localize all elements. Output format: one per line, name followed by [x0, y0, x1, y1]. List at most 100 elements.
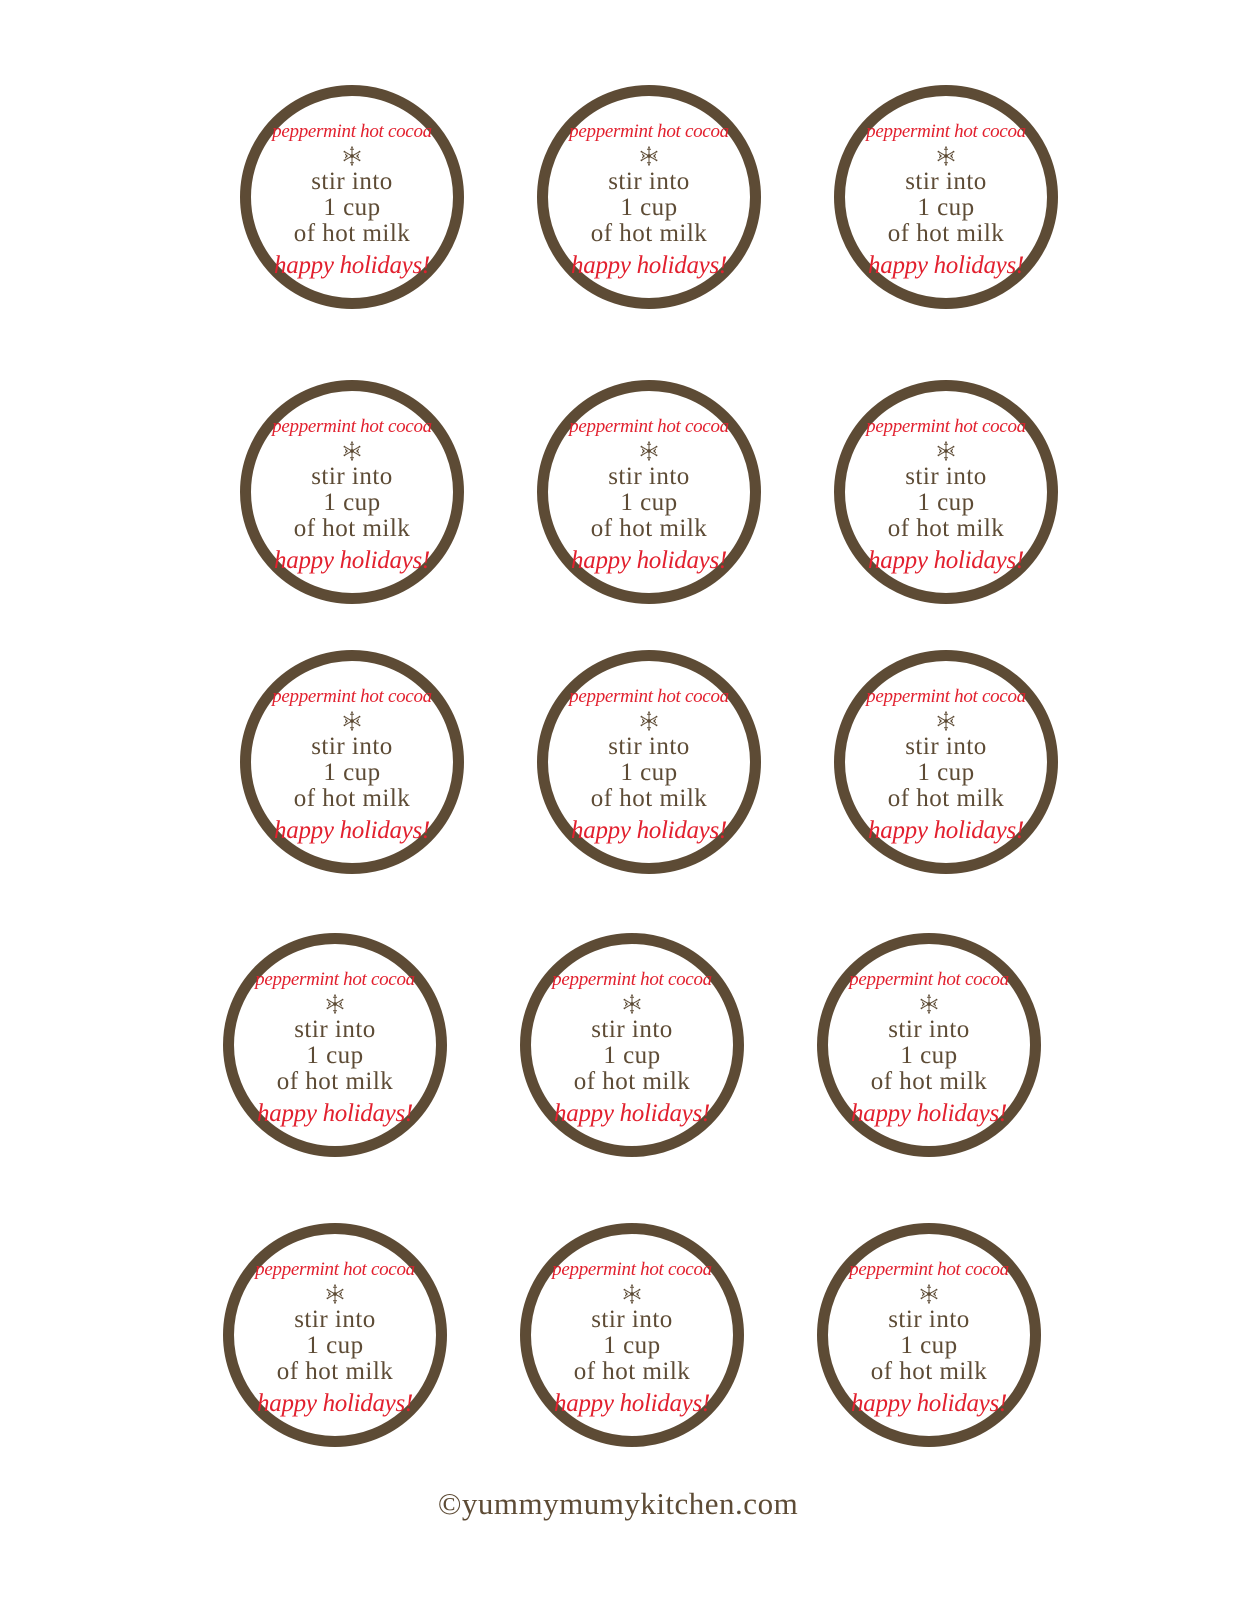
label-row-4: peppermint hot cocoa — [223, 933, 1041, 1157]
tag-title: peppermint hot cocoa — [849, 968, 1009, 990]
tag-title: peppermint hot cocoa — [866, 120, 1026, 142]
instruction-line-2: 1 cup — [323, 758, 381, 786]
instruction-line-3: of hot milk — [887, 784, 1005, 812]
instruction-line-1: stir into — [294, 1015, 376, 1043]
tag-title: peppermint hot cocoa — [255, 968, 415, 990]
tag-title: peppermint hot cocoa — [272, 120, 432, 142]
instruction-line-2: 1 cup — [323, 193, 381, 221]
instruction-line-3: of hot milk — [276, 1067, 394, 1095]
snowflake-icon — [326, 994, 344, 1014]
instruction-line-3: of hot milk — [590, 219, 708, 247]
snowflake-icon — [640, 441, 658, 461]
instruction-line-1: stir into — [888, 1015, 970, 1043]
instruction-line-3: of hot milk — [293, 784, 411, 812]
tag-greeting: happy holidays! — [257, 1389, 413, 1417]
instruction-line-2: 1 cup — [323, 488, 381, 516]
cocoa-gift-tag: peppermint hot cocoa — [223, 1223, 447, 1447]
label-row-5: peppermint hot cocoa — [223, 1223, 1041, 1447]
snowflake-icon — [920, 994, 938, 1014]
instruction-line-1: stir into — [294, 1305, 376, 1333]
tag-title: peppermint hot cocoa — [272, 415, 432, 437]
tag-greeting: happy holidays! — [851, 1099, 1007, 1127]
instruction-line-2: 1 cup — [620, 193, 678, 221]
instruction-line-1: stir into — [905, 732, 987, 760]
cocoa-gift-tag: peppermint hot cocoa — [834, 85, 1058, 309]
cocoa-gift-tag: peppermint hot cocoa — [240, 380, 464, 604]
tag-title: peppermint hot cocoa — [569, 415, 729, 437]
snowflake-icon — [623, 994, 641, 1014]
tag-title: peppermint hot cocoa — [866, 685, 1026, 707]
tag-title: peppermint hot cocoa — [552, 1258, 712, 1280]
instruction-line-3: of hot milk — [573, 1067, 691, 1095]
instruction-line-1: stir into — [608, 462, 690, 490]
snowflake-icon — [640, 146, 658, 166]
instruction-line-2: 1 cup — [620, 488, 678, 516]
cocoa-gift-tag: peppermint hot cocoa — [240, 85, 464, 309]
cocoa-gift-tag: peppermint hot cocoa — [817, 1223, 1041, 1447]
instruction-line-1: stir into — [591, 1305, 673, 1333]
tag-greeting: happy holidays! — [554, 1389, 710, 1417]
instruction-line-2: 1 cup — [620, 758, 678, 786]
instruction-line-1: stir into — [905, 167, 987, 195]
cocoa-gift-tag: peppermint hot cocoa — [834, 650, 1058, 874]
instruction-line-3: of hot milk — [293, 514, 411, 542]
instruction-line-3: of hot milk — [870, 1067, 988, 1095]
label-row-1: peppermint hot cocoa — [240, 85, 1058, 309]
instruction-line-2: 1 cup — [917, 193, 975, 221]
instruction-line-1: stir into — [591, 1015, 673, 1043]
instruction-line-3: of hot milk — [887, 514, 1005, 542]
cocoa-gift-tag: peppermint hot cocoa — [223, 933, 447, 1157]
instruction-line-1: stir into — [311, 167, 393, 195]
tag-greeting: happy holidays! — [868, 816, 1024, 844]
snowflake-icon — [937, 146, 955, 166]
snowflake-icon — [343, 711, 361, 731]
cocoa-gift-tag: peppermint hot cocoa — [537, 650, 761, 874]
snowflake-icon — [623, 1284, 641, 1304]
instruction-line-2: 1 cup — [917, 488, 975, 516]
snowflake-icon — [343, 441, 361, 461]
tag-greeting: happy holidays! — [868, 546, 1024, 574]
tag-title: peppermint hot cocoa — [866, 415, 1026, 437]
instruction-line-2: 1 cup — [603, 1041, 661, 1069]
cocoa-gift-tag: peppermint hot cocoa — [537, 380, 761, 604]
instruction-line-1: stir into — [888, 1305, 970, 1333]
instruction-line-1: stir into — [311, 732, 393, 760]
snowflake-icon — [343, 146, 361, 166]
instruction-line-3: of hot milk — [293, 219, 411, 247]
instruction-line-2: 1 cup — [306, 1331, 364, 1359]
instruction-line-1: stir into — [311, 462, 393, 490]
instruction-line-1: stir into — [608, 167, 690, 195]
instruction-line-2: 1 cup — [900, 1331, 958, 1359]
instruction-line-3: of hot milk — [276, 1357, 394, 1385]
tag-title: peppermint hot cocoa — [569, 685, 729, 707]
instruction-line-1: stir into — [905, 462, 987, 490]
cocoa-gift-tag: peppermint hot cocoa — [520, 933, 744, 1157]
cocoa-gift-tag: peppermint hot cocoa — [520, 1223, 744, 1447]
instruction-line-2: 1 cup — [917, 758, 975, 786]
instruction-line-1: stir into — [608, 732, 690, 760]
cocoa-gift-tag: peppermint hot cocoa — [240, 650, 464, 874]
snowflake-icon — [640, 711, 658, 731]
site-credit: ©yummymumykitchen.com — [437, 1486, 799, 1521]
label-row-3: peppermint hot cocoa — [240, 650, 1058, 874]
instruction-line-2: 1 cup — [900, 1041, 958, 1069]
cocoa-gift-tag: peppermint hot cocoa — [834, 380, 1058, 604]
instruction-line-3: of hot milk — [887, 219, 1005, 247]
snowflake-icon — [937, 441, 955, 461]
instruction-line-3: of hot milk — [590, 514, 708, 542]
tag-greeting: happy holidays! — [571, 251, 727, 279]
tag-greeting: happy holidays! — [868, 251, 1024, 279]
tag-greeting: happy holidays! — [274, 546, 430, 574]
tag-title: peppermint hot cocoa — [552, 968, 712, 990]
label-row-2: peppermint hot cocoa — [240, 380, 1058, 604]
cocoa-gift-tag: peppermint hot cocoa — [817, 933, 1041, 1157]
tag-greeting: happy holidays! — [571, 816, 727, 844]
snowflake-icon — [920, 1284, 938, 1304]
tag-greeting: happy holidays! — [257, 1099, 413, 1127]
tag-greeting: happy holidays! — [274, 251, 430, 279]
instruction-line-3: of hot milk — [590, 784, 708, 812]
instruction-line-2: 1 cup — [603, 1331, 661, 1359]
tag-title: peppermint hot cocoa — [569, 120, 729, 142]
tag-title: peppermint hot cocoa — [255, 1258, 415, 1280]
